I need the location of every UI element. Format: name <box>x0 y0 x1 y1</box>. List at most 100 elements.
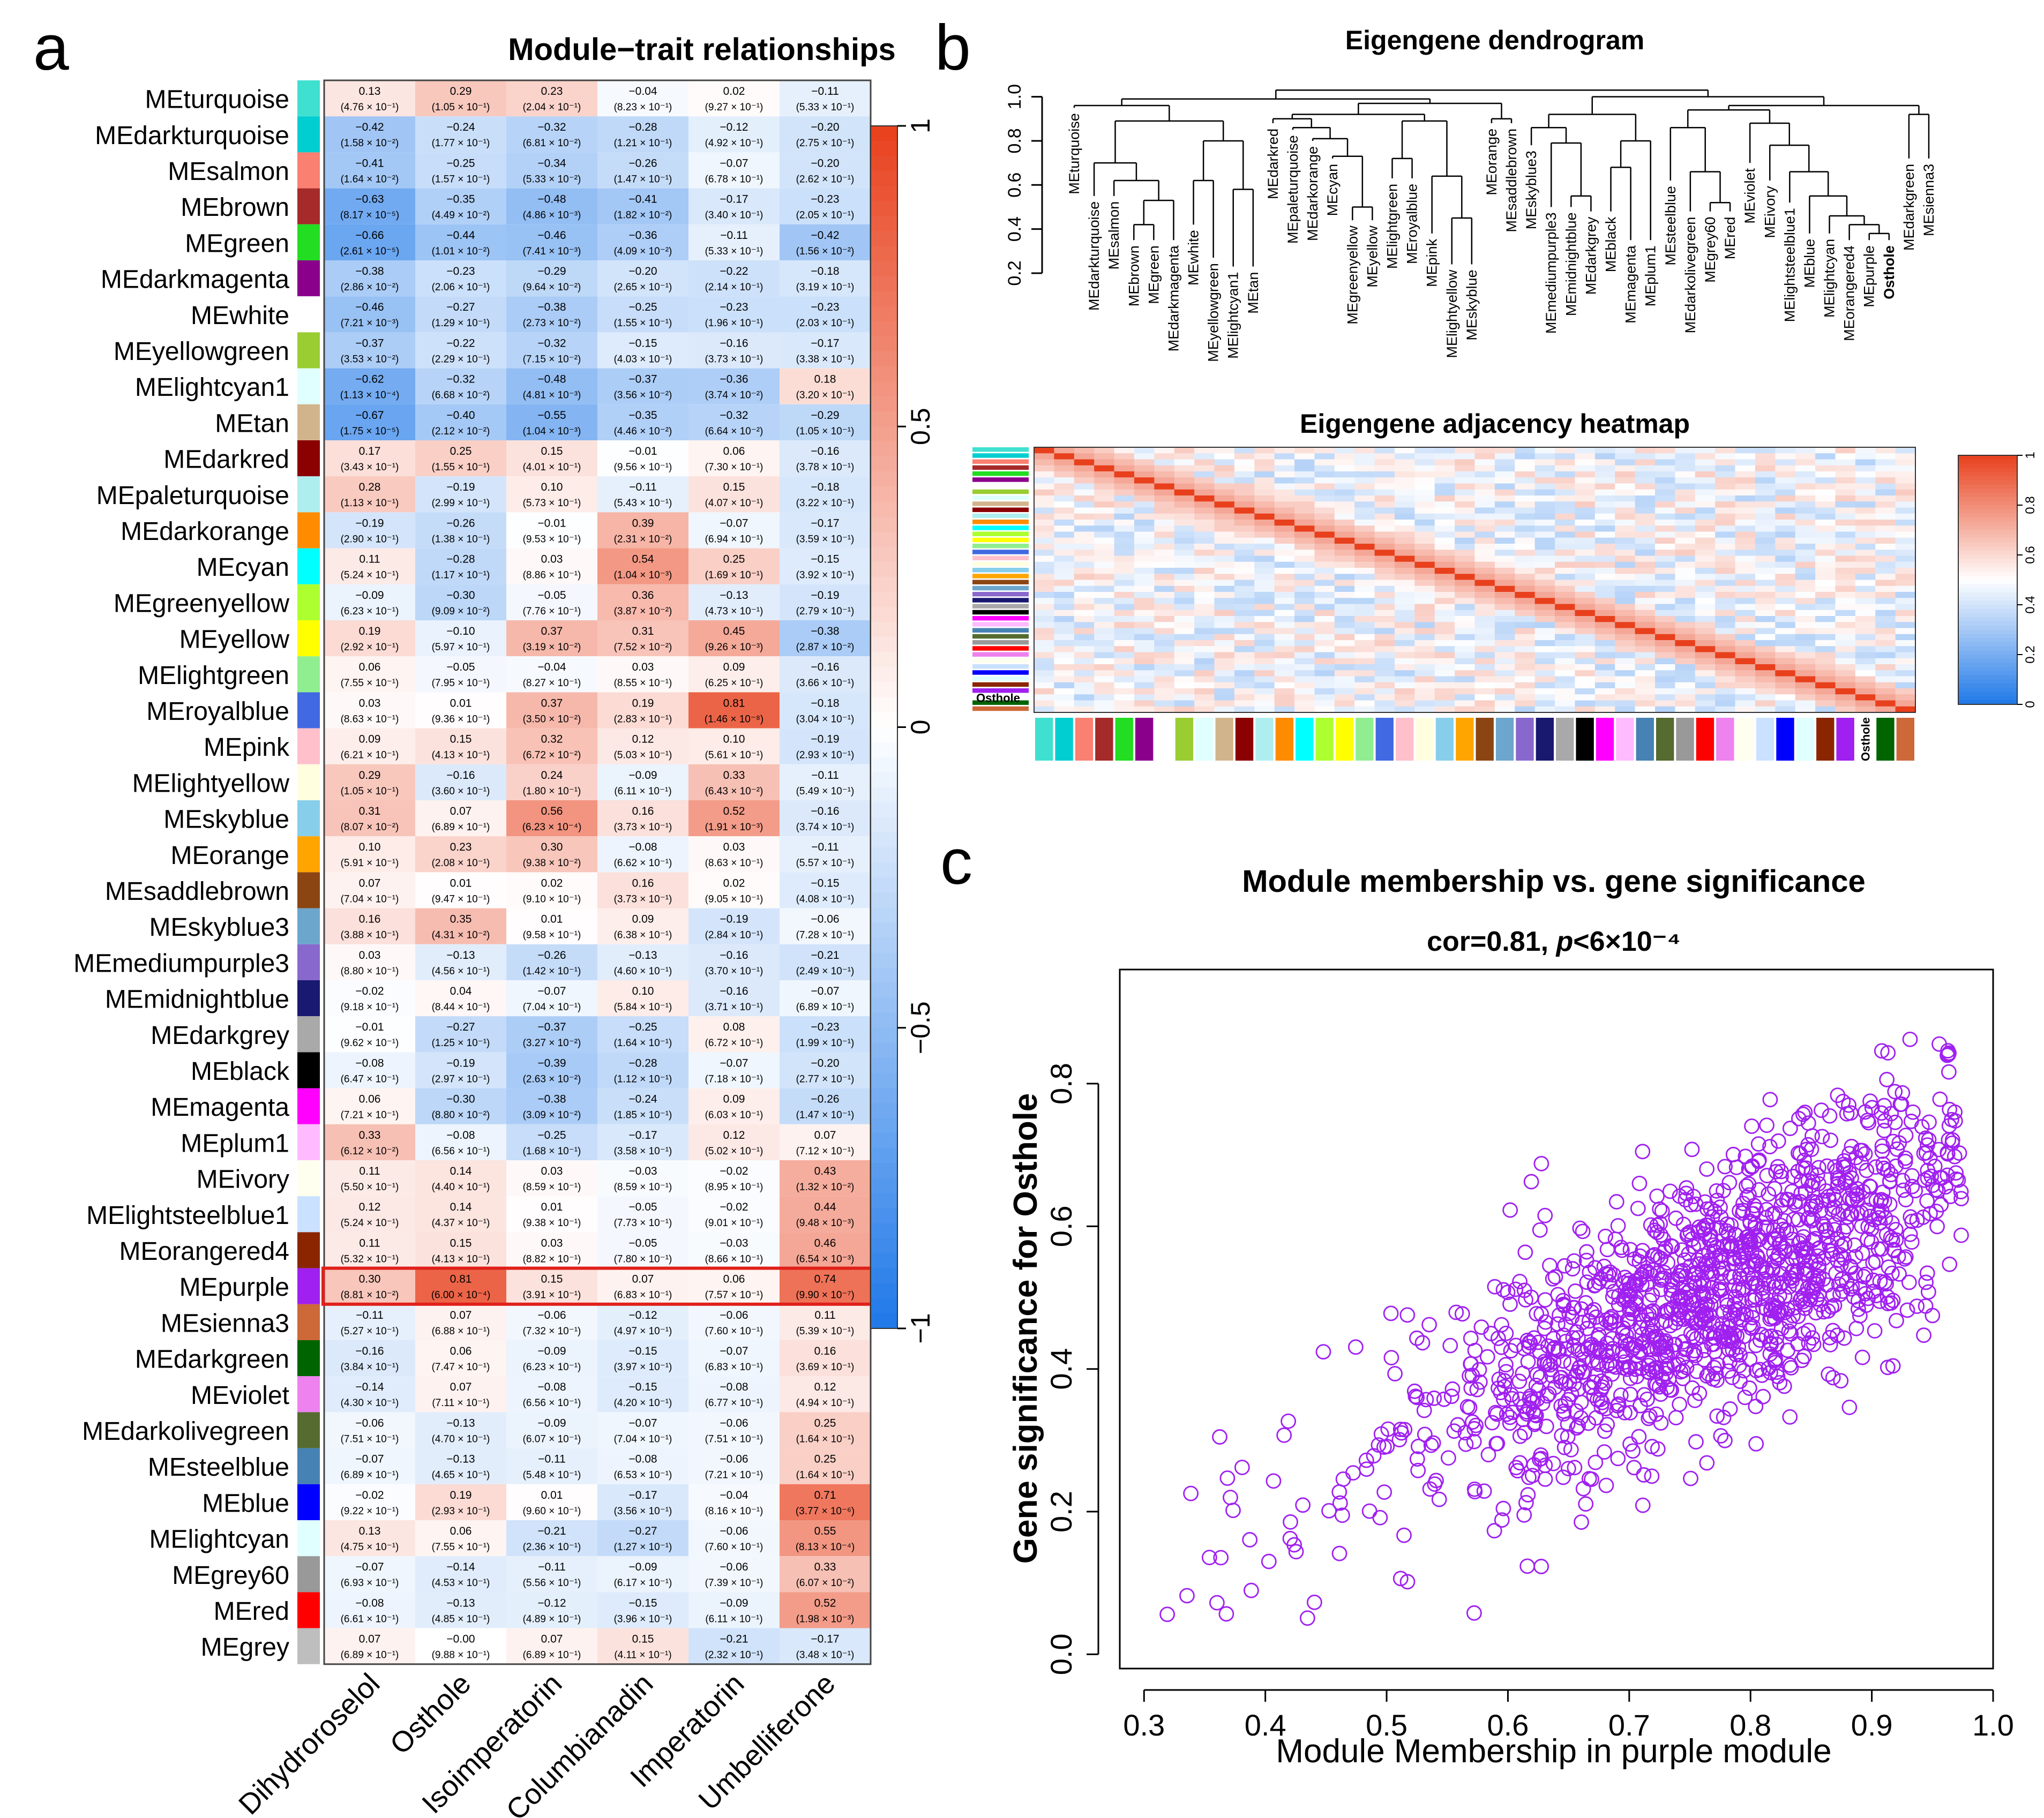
module-swatch <box>297 1160 320 1197</box>
adjacency-cell <box>1755 520 1776 526</box>
adjacency-cell <box>1334 537 1355 544</box>
adjacency-cell <box>1094 555 1115 562</box>
cell-pvalue: (3.19 × 10⁻²) <box>523 642 581 653</box>
scatter-point <box>1592 1341 1608 1357</box>
cell-correlation: −0.13 <box>720 589 748 602</box>
adjacency-cell <box>1494 580 1515 587</box>
adjacency-cell <box>1895 598 1916 605</box>
cell-correlation: −0.26 <box>537 949 566 961</box>
cell-correlation: 0.56 <box>541 805 563 817</box>
scatter-point <box>1422 1481 1438 1497</box>
adjacency-colorbar-segment <box>1958 655 2017 659</box>
colorbar-segment <box>871 381 897 397</box>
adjacency-cell <box>1054 676 1075 683</box>
adjacency-cell <box>1034 664 1054 671</box>
scatter-point <box>1664 1382 1679 1398</box>
scatter-point <box>1691 1236 1707 1252</box>
adjacency-cell <box>1775 483 1796 490</box>
adjacency-cell <box>1675 616 1696 622</box>
heatmap-cell <box>324 1052 415 1088</box>
adjacency-cell <box>1534 676 1555 683</box>
scatter-point <box>1948 1171 1964 1187</box>
scatter-point <box>1625 1443 1641 1459</box>
adjacency-cell <box>1555 568 1576 574</box>
adjacency-cell <box>1194 670 1215 677</box>
colorbar-segment <box>871 607 897 623</box>
adjacency-cell <box>1154 598 1175 605</box>
adjacency-cell <box>1515 525 1536 532</box>
adjacency-cell <box>1094 682 1115 689</box>
scatter-point <box>1891 1266 1907 1282</box>
adjacency-cell <box>1594 682 1615 689</box>
adjacency-cell <box>1174 610 1195 617</box>
scatter-point <box>1587 1277 1603 1293</box>
heatmap-cell <box>780 836 871 873</box>
heatmap-cell <box>597 1556 688 1592</box>
adjacency-cell <box>1895 465 1916 472</box>
adjacency-cell <box>1314 568 1335 574</box>
heatmap-cell <box>597 1088 688 1124</box>
colorbar-segment <box>871 216 897 232</box>
cell-correlation: −0.30 <box>446 589 475 602</box>
scatter-point <box>1503 1343 1519 1359</box>
cell-correlation: −0.17 <box>720 193 748 206</box>
heatmap-cell <box>688 1196 780 1233</box>
adjacency-col-color <box>1356 718 1374 761</box>
scatter-point <box>1702 1325 1718 1341</box>
adjacency-cell <box>1254 628 1275 635</box>
adjacency-colorbar-segment <box>1958 617 2017 622</box>
adjacency-cell <box>1474 652 1495 659</box>
heatmap-cell <box>688 656 780 693</box>
heatmap-cell <box>597 1592 688 1628</box>
adjacency-cell <box>1575 537 1596 544</box>
adjacency-cell <box>1695 525 1716 532</box>
adjacency-cell <box>1434 658 1455 665</box>
adjacency-cell <box>1174 477 1195 484</box>
adjacency-cell <box>1354 682 1375 689</box>
adjacency-cell <box>1715 694 1736 701</box>
scatter-point <box>1857 1146 1873 1162</box>
scatter-point <box>1798 1160 1814 1176</box>
adjacency-cell <box>1114 568 1135 574</box>
heatmap-cell <box>415 1016 506 1053</box>
scatter-point <box>1826 1222 1843 1238</box>
adjacency-row-color <box>972 670 1029 675</box>
adjacency-cell <box>1374 447 1395 454</box>
adjacency-cell <box>1214 495 1235 502</box>
cell-pvalue: (7.04 × 10⁻¹) <box>614 1433 672 1445</box>
adjacency-cell <box>1615 604 1636 611</box>
scatter-point <box>1234 1460 1250 1475</box>
module-label: MEsteelblue <box>148 1453 289 1482</box>
scatter-point <box>1927 1159 1943 1174</box>
adjacency-cell <box>1635 513 1656 520</box>
scatter-point <box>1463 1356 1479 1372</box>
colorbar-segment <box>871 772 897 788</box>
scatter-point <box>1870 1206 1886 1222</box>
module-swatch <box>297 1304 320 1340</box>
adjacency-cell <box>1455 610 1476 617</box>
adjacency-cell <box>1775 507 1796 514</box>
cell-pvalue: (6.89 × 10⁻¹) <box>796 1002 855 1013</box>
adjacency-cell <box>1394 483 1415 490</box>
heatmap-cell <box>415 1088 506 1124</box>
adjacency-cell <box>1094 634 1115 641</box>
adjacency-cell <box>1374 550 1395 557</box>
adjacency-cell <box>1434 483 1455 490</box>
scatter-point <box>1462 1400 1478 1416</box>
module-swatch <box>297 944 320 980</box>
adjacency-cell <box>1134 664 1155 671</box>
scatter-point <box>1611 1396 1627 1412</box>
adjacency-cell <box>1374 544 1395 550</box>
adjacency-cell <box>1795 640 1816 647</box>
adjacency-cell <box>1635 706 1656 713</box>
adjacency-colorbar-segment <box>1958 667 2017 672</box>
adjacency-cell <box>1755 658 1776 665</box>
scatter-point <box>1621 1272 1636 1288</box>
heatmap-cell <box>415 1592 506 1628</box>
module-label: MEyellow <box>179 626 290 654</box>
scatter-point <box>1748 1399 1764 1415</box>
module-label: MElightgreen <box>138 662 289 690</box>
adjacency-cell <box>1835 670 1856 677</box>
adjacency-cell <box>1074 459 1095 466</box>
adjacency-cell <box>1515 459 1536 466</box>
